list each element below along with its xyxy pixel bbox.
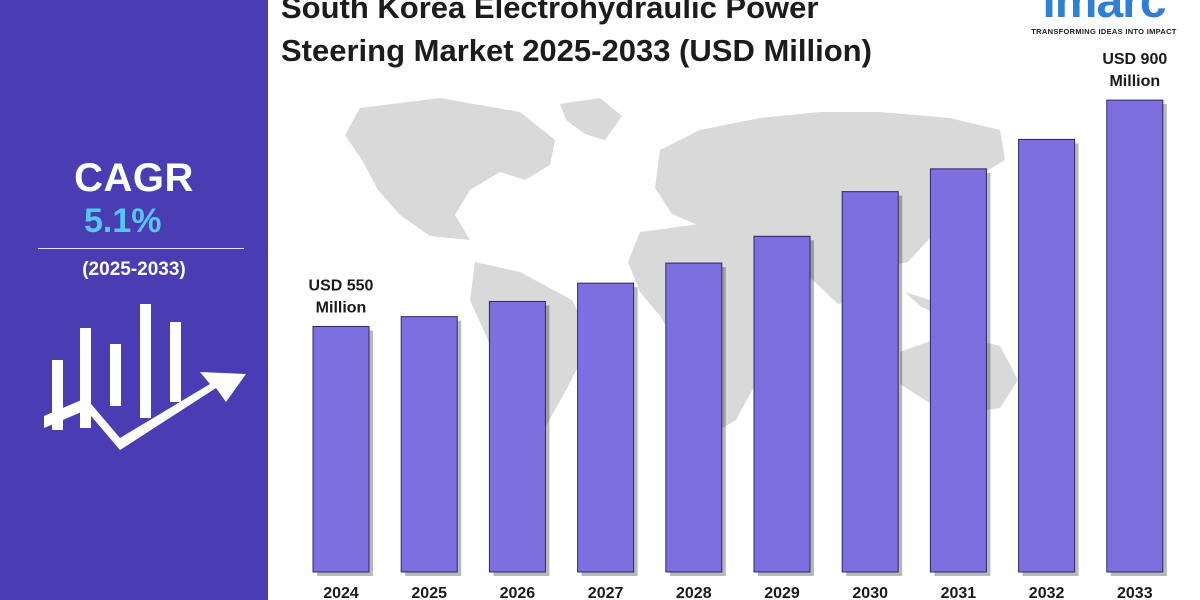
logo-tagline: TRANSFORMING IDEAS INTO IMPACT bbox=[1031, 27, 1177, 36]
cagr-value: 5.1% bbox=[84, 202, 162, 240]
bar-2027 bbox=[577, 282, 635, 573]
imarc-logo: imarc TRANSFORMING IDEAS INTO IMPACT bbox=[1024, 0, 1200, 40]
tick-label-2024: 2024 bbox=[323, 585, 359, 600]
chart-title-line1: South Korea Electrohydraulic Power bbox=[281, 0, 819, 25]
annotation-2024-line-1: USD 550 bbox=[309, 277, 374, 294]
tick-label-2032: 2032 bbox=[1029, 585, 1065, 600]
cagr-panel: CAGR 5.1% (2025-2033) bbox=[0, 0, 268, 600]
annotation-2033-line-2: Million bbox=[1109, 73, 1160, 90]
tick-label-2029: 2029 bbox=[764, 585, 800, 600]
bar-2031 bbox=[929, 168, 987, 573]
tick-label-2028: 2028 bbox=[676, 585, 712, 600]
bar-2028 bbox=[665, 262, 723, 573]
bar-2024 bbox=[312, 325, 370, 573]
bar-2033 bbox=[1106, 99, 1164, 573]
tick-label-2031: 2031 bbox=[941, 585, 977, 600]
annotation-2033-line-1: USD 900 bbox=[1102, 51, 1167, 68]
x-axis-tick-labels: 2024 2025 2026 2027 2028 2029 2030 2031 2032 2033 bbox=[323, 585, 1152, 600]
cagr-label: CAGR bbox=[74, 156, 194, 200]
bar-2025 bbox=[400, 316, 458, 573]
tick-label-2030: 2030 bbox=[852, 585, 888, 600]
annotation-2024-line-2: Million bbox=[316, 299, 367, 316]
bar-annotations: USD 550 Million USD 900 Million bbox=[309, 51, 1168, 316]
growth-chart-icon bbox=[44, 304, 246, 450]
chart-title: South Korea Electrohydraulic Power Steer… bbox=[281, 0, 872, 72]
tick-label-2027: 2027 bbox=[588, 585, 624, 600]
bar-2029 bbox=[753, 235, 811, 573]
tick-label-2026: 2026 bbox=[500, 585, 536, 600]
bars-group bbox=[312, 99, 1167, 577]
logo-wordmark: imarc bbox=[1042, 0, 1166, 28]
bar-2030 bbox=[841, 191, 899, 573]
cagr-divider bbox=[38, 248, 244, 249]
chart-title-line2: Steering Market 2025-2033 (USD Million) bbox=[281, 33, 872, 68]
bar-2026 bbox=[488, 300, 546, 573]
tick-label-2033: 2033 bbox=[1117, 585, 1153, 600]
tick-label-2025: 2025 bbox=[411, 585, 447, 600]
cagr-period: (2025-2033) bbox=[82, 259, 186, 280]
bar-2032 bbox=[1018, 138, 1076, 573]
